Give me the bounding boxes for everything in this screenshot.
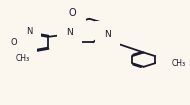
Text: CH₃: CH₃ [172, 59, 186, 68]
Text: N: N [66, 28, 73, 37]
Text: O: O [11, 38, 17, 47]
Text: O: O [69, 8, 76, 18]
Text: O: O [165, 59, 172, 68]
Text: N: N [104, 30, 111, 39]
Text: CH₃: CH₃ [15, 54, 29, 63]
Text: N: N [26, 27, 32, 36]
